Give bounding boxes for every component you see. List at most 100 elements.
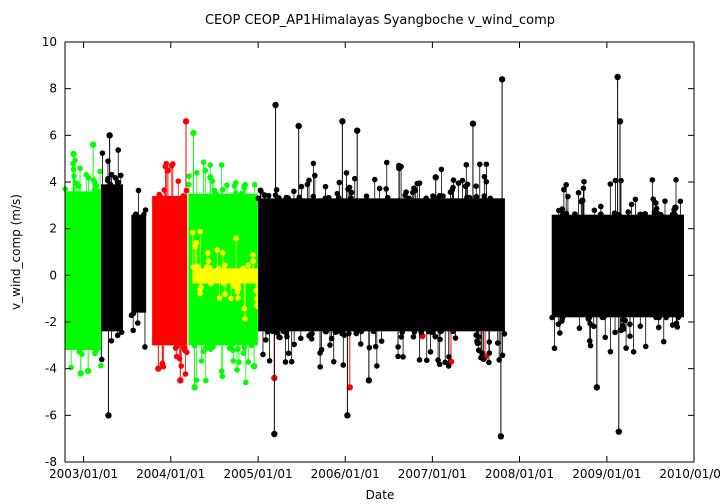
series-0-point: [207, 162, 213, 168]
series-3-point: [412, 187, 419, 194]
series-3-point: [660, 338, 667, 345]
series-0-point: [186, 181, 192, 188]
series-3-point: [486, 350, 493, 356]
series-3-point: [487, 195, 494, 202]
x-tick-label: 2005/01/01: [224, 467, 293, 481]
series-3-point: [442, 359, 449, 366]
series-0-extreme-point-5: [191, 384, 198, 391]
series-3-point: [618, 177, 624, 184]
series-3-point: [673, 177, 679, 183]
series-3-point: [418, 329, 425, 336]
series-2-point: [222, 262, 228, 268]
series-0-point: [212, 190, 219, 197]
series-0-point: [77, 165, 83, 172]
series-3-point: [358, 328, 365, 335]
series-3-point: [406, 195, 413, 202]
series-0-point: [251, 182, 258, 188]
series-2-point: [214, 247, 221, 253]
x-tick-label: 2007/01/01: [398, 467, 467, 481]
series-3-point: [549, 314, 555, 321]
series-3-point: [452, 335, 459, 341]
series-0-point: [241, 344, 248, 351]
series-1-point: [184, 349, 190, 356]
series-3-point: [108, 337, 115, 344]
series-3-point: [395, 353, 401, 360]
series-3-point: [340, 362, 347, 368]
series-0-point: [193, 377, 200, 384]
series-3-point: [575, 189, 582, 196]
series-1: [152, 118, 489, 391]
series-3-point: [283, 194, 290, 201]
series-2-point: [240, 265, 247, 272]
series-3-point: [427, 349, 434, 355]
series-2-point: [190, 264, 197, 271]
plot-border: [64, 41, 695, 463]
series-3-point: [623, 345, 629, 351]
series-3-point: [642, 343, 649, 350]
series-3-point: [591, 207, 598, 214]
series-3-point: [465, 195, 471, 202]
series-3-point: [483, 161, 490, 168]
series-0-extreme-point-1: [77, 370, 84, 377]
series-3-point: [677, 198, 684, 205]
series-1-point: [175, 178, 182, 185]
series-3-point: [501, 331, 508, 337]
series-0-point: [83, 171, 90, 178]
series-3-point: [653, 205, 660, 212]
series-2-point: [221, 280, 227, 287]
series-3-point: [555, 321, 562, 327]
series-0-point: [218, 368, 225, 375]
series-2-point: [197, 290, 203, 297]
x-tick-label: 2010/01/01: [659, 467, 720, 481]
series-3-point: [435, 357, 441, 363]
series-3-point: [598, 203, 604, 210]
series-3-point: [423, 357, 430, 364]
series-2-band-0: [192, 268, 258, 284]
series-3-point: [423, 195, 429, 202]
series-1-point: [181, 344, 187, 351]
series-3-point: [486, 359, 492, 366]
series-3-point: [445, 363, 452, 369]
series-3-point: [580, 185, 587, 192]
series-3-point: [479, 350, 485, 356]
series-3-point: [565, 193, 571, 200]
series-0-extreme-point-6: [207, 174, 214, 181]
y-tick-label: -8: [45, 455, 57, 469]
series-3-point: [463, 161, 470, 168]
series-3-point: [348, 189, 355, 196]
series-3-point: [642, 211, 649, 217]
series-3-extreme-point-3: [271, 430, 278, 438]
series-3-point: [322, 183, 329, 190]
series-3-point: [115, 147, 122, 153]
series-3-point: [449, 187, 456, 193]
y-axis-label: v_wind_comp (m/s): [9, 194, 23, 310]
series-2-point: [235, 285, 242, 292]
series-3-point: [284, 333, 290, 340]
series-3-point: [602, 334, 609, 341]
series-3-point: [266, 358, 273, 364]
series-1-extreme-point-0: [164, 167, 172, 174]
series-0-point: [233, 180, 239, 186]
series-2-point: [203, 264, 210, 270]
series-3-point: [628, 201, 635, 208]
series-3-point: [351, 175, 358, 182]
series-3-point: [612, 177, 619, 184]
series-0-point: [200, 159, 207, 166]
series-3-point: [611, 210, 618, 216]
series-0-point: [92, 347, 99, 354]
series-3-point: [130, 327, 137, 334]
series-2-point: [241, 305, 248, 312]
series-3-point: [464, 181, 471, 188]
series-3-point: [280, 328, 287, 335]
series-3-point: [483, 178, 490, 185]
series-3-extreme-point-8: [365, 377, 373, 384]
series-3-point: [353, 330, 360, 337]
series-3-point: [607, 348, 614, 355]
y-tick-label: 10: [42, 35, 57, 49]
series-0-point: [242, 181, 249, 188]
series-0-point: [219, 373, 226, 380]
series-3-point: [291, 188, 297, 195]
series-3-point: [400, 354, 406, 360]
series-3-point: [273, 187, 280, 193]
series-3-point: [325, 194, 332, 201]
